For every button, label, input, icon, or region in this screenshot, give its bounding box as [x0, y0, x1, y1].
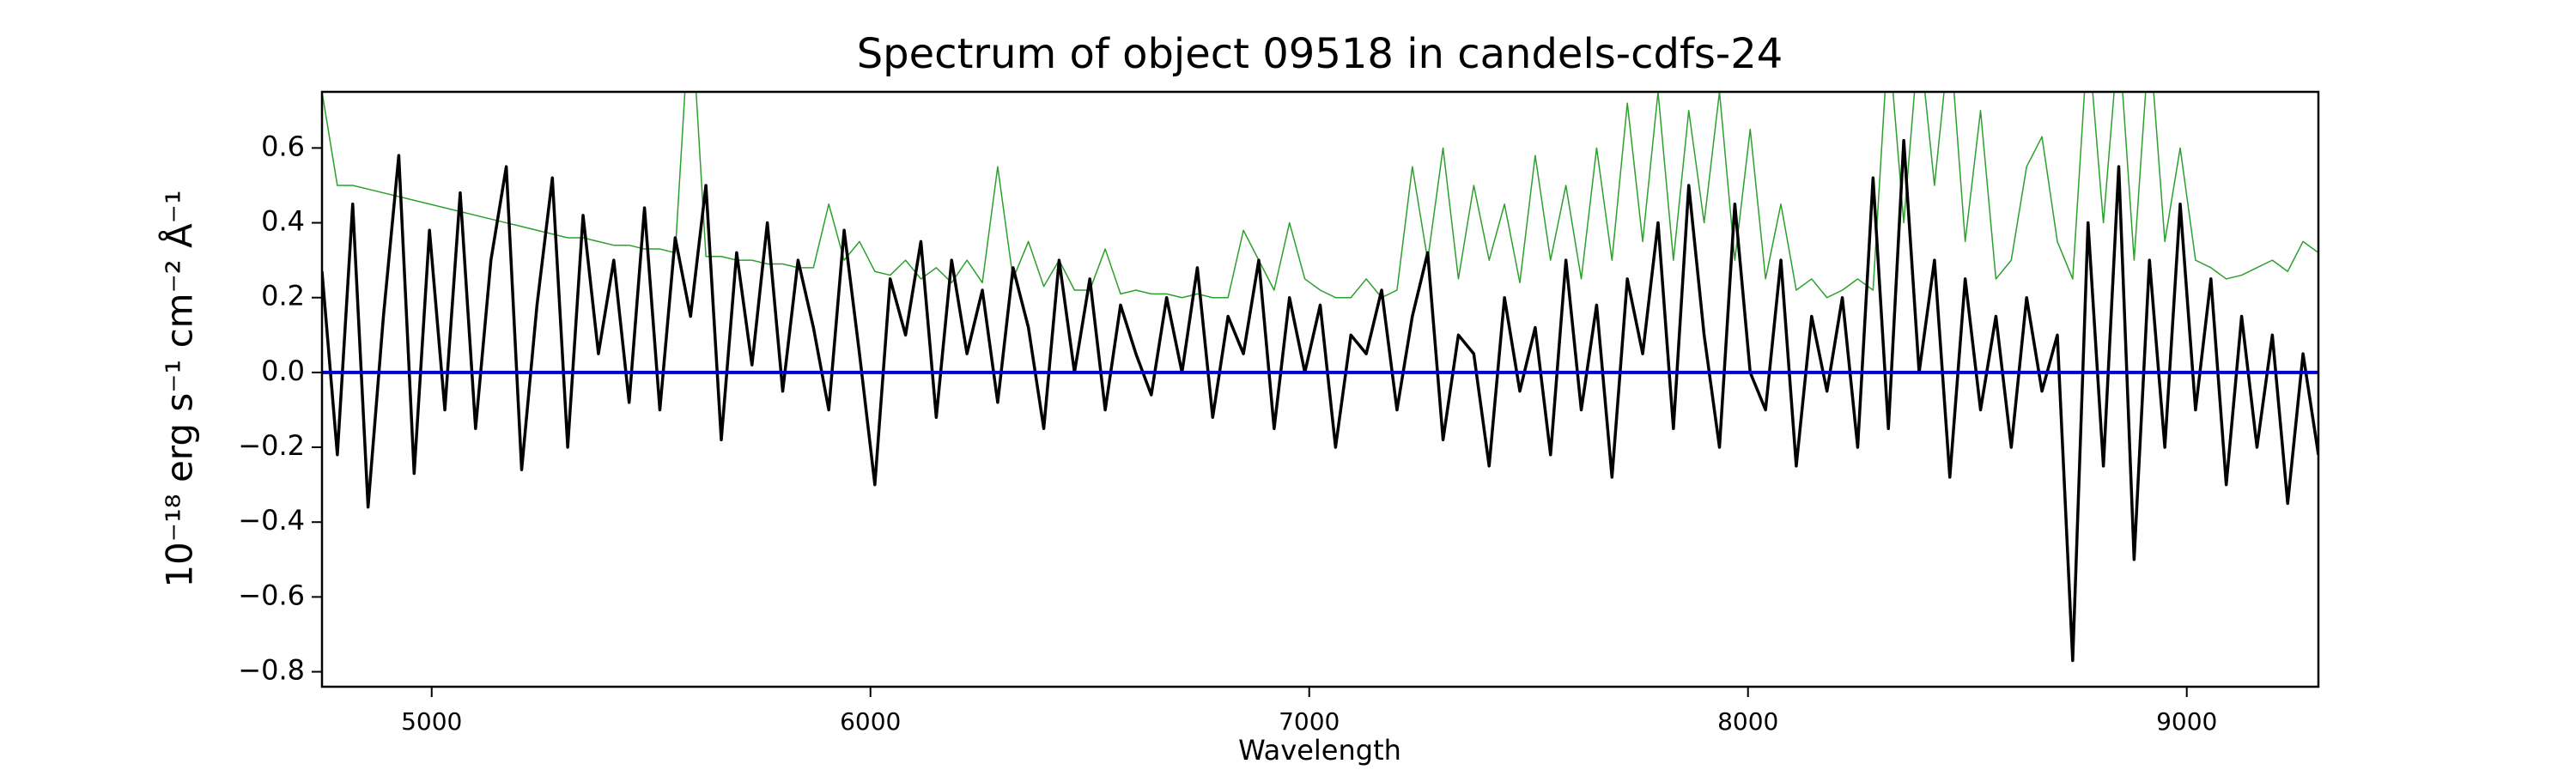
plot-frame [320, 90, 2320, 688]
y-tick-label: 0.6 [261, 130, 305, 162]
y-tick-label: −0.2 [238, 429, 305, 462]
y-tick-label: 0.2 [261, 280, 305, 312]
x-tick-label: 6000 [840, 707, 901, 736]
x-tick-label: 7000 [1279, 707, 1340, 736]
x-tick-label: 5000 [401, 707, 462, 736]
x-tick-label: 8000 [1717, 707, 1778, 736]
y-tick-label: 0.4 [261, 205, 305, 238]
y-tick-label: 0.0 [261, 355, 305, 387]
y-axis-label: 10⁻¹⁸ erg s⁻¹ cm⁻² Å⁻¹ [158, 190, 201, 587]
chart-title: Spectrum of object 09518 in candels-cdfs… [857, 30, 1783, 78]
spectrum-line [322, 92, 2318, 299]
x-tick-label: 9000 [2156, 707, 2217, 736]
plot-area [322, 92, 2318, 663]
y-tick-label: −0.6 [238, 579, 305, 611]
y-tick-label: −0.8 [238, 654, 305, 687]
spectrum-line [322, 138, 2318, 663]
y-tick-label: −0.4 [238, 504, 305, 537]
x-axis-label: Wavelength [1238, 734, 1401, 767]
